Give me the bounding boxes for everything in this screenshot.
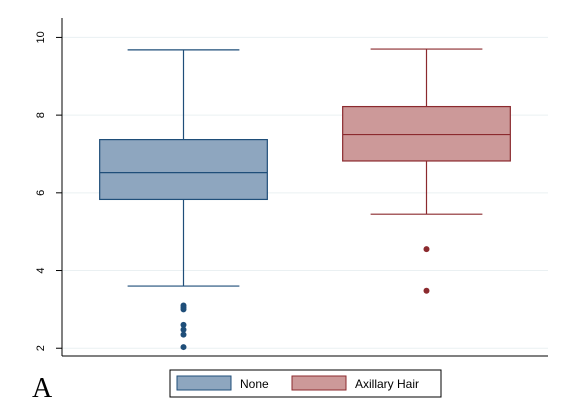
- box-series: [99, 48, 511, 351]
- outlier-point-axillary-hair-0: [423, 246, 430, 253]
- legend-label-axillary-hair: Axillary Hair: [355, 377, 419, 391]
- outlier-point-none-2: [180, 306, 187, 313]
- outlier-point-axillary-hair-1: [423, 287, 430, 294]
- iqr-box-none: [99, 139, 268, 201]
- y-tick-label-6: 6: [35, 190, 47, 196]
- outlier-point-none-6: [180, 344, 187, 351]
- y-tick-label-4: 4: [35, 267, 47, 273]
- iqr-box-axillary-hair: [342, 105, 511, 162]
- outlier-point-none-5: [180, 331, 187, 338]
- legend-swatch-none: [176, 375, 232, 391]
- outlier-point-none-4: [180, 326, 187, 333]
- panel-letter: A: [32, 373, 53, 404]
- outlier-point-none-3: [180, 321, 187, 328]
- legend-label-none: None: [240, 377, 269, 391]
- y-axis: 2 4 6 8 10: [35, 18, 63, 356]
- box-axillary-hair: [342, 48, 511, 294]
- y-tick-label-8: 8: [35, 112, 47, 118]
- legend-swatch-axillary-hair: [291, 375, 347, 391]
- y-tick-label-10: 10: [35, 31, 47, 43]
- y-tick-label-2: 2: [35, 345, 47, 351]
- legend: None Axillary Hair: [169, 369, 442, 398]
- box-none: [99, 49, 268, 351]
